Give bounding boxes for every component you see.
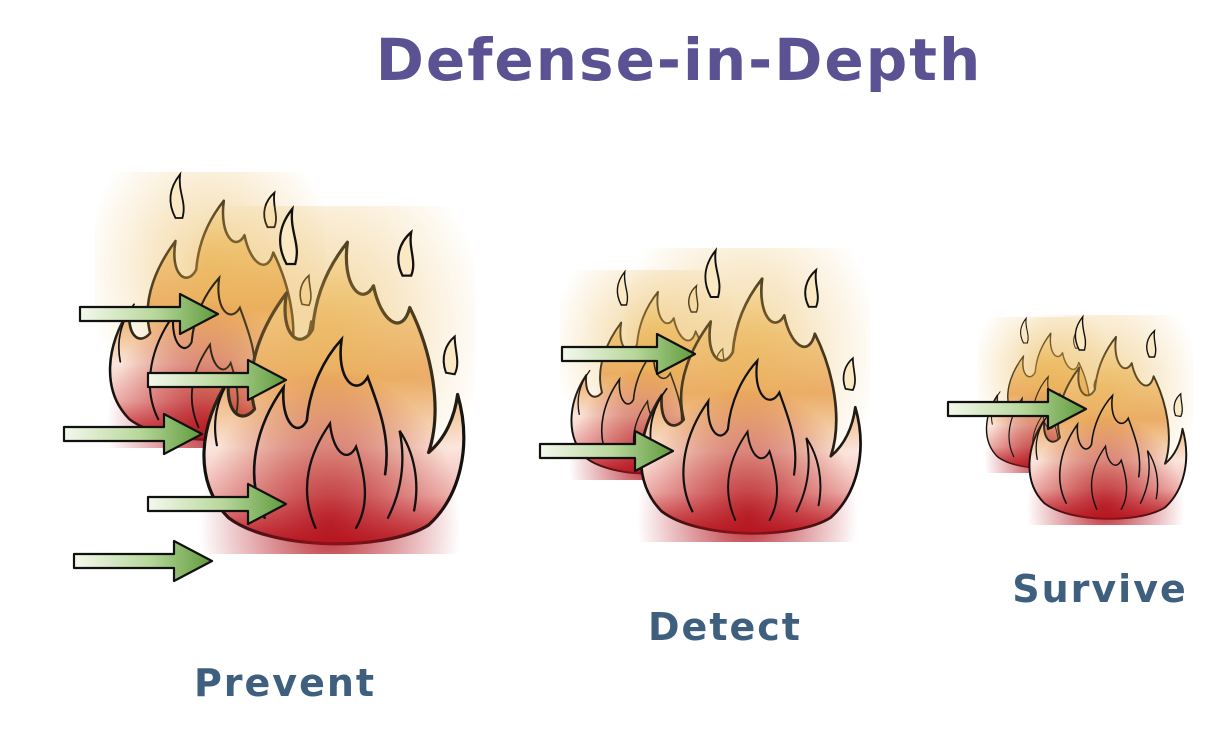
arrow-icon [560,332,697,376]
stage-prevent: Prevent [62,170,475,705]
stage-label-prevent: Prevent [194,661,376,705]
arrow-icon [538,429,675,473]
fire-icon [558,246,872,544]
stage-detect: Detect [538,246,872,649]
arrow-icon [78,292,220,336]
diagram-title: Defense-in-Depth [376,26,983,94]
arrow-icon [62,412,204,456]
arrow-icon [146,358,288,402]
arrow-icon [146,482,288,526]
arrow-icon [946,387,1088,431]
arrow-icon [72,539,214,583]
fire-icon [977,313,1195,527]
stage-survive: Survive [946,313,1195,611]
stage-label-detect: Detect [648,605,802,649]
stage-label-survive: Survive [1012,567,1188,611]
